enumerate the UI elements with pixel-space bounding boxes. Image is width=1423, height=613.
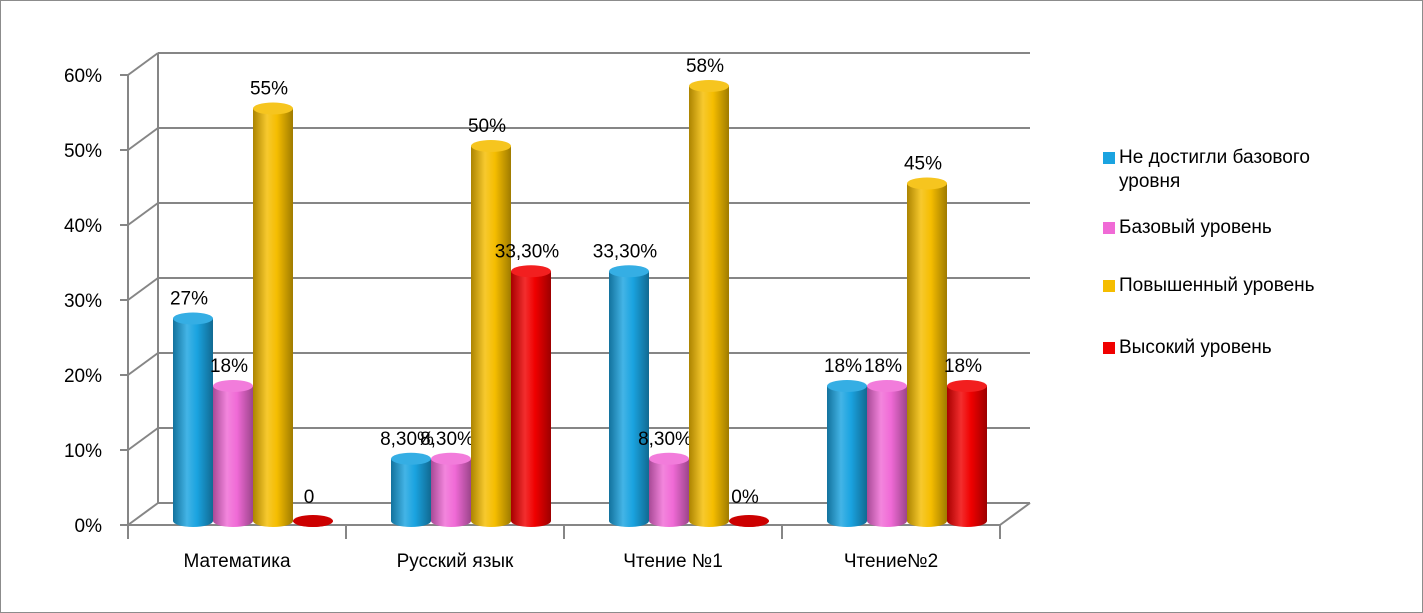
bar-body — [471, 146, 511, 527]
bar — [213, 380, 253, 527]
bar-top — [471, 140, 511, 152]
gridline-diagonal — [127, 202, 159, 226]
data-label: 0 — [304, 487, 315, 508]
bar-top — [729, 515, 769, 527]
bar-body — [431, 458, 471, 527]
data-label: 58% — [686, 56, 724, 77]
bar-top — [253, 102, 293, 115]
legend-item: Повышенный уровень — [1103, 274, 1403, 298]
legend-item: Базовый уровень — [1103, 216, 1403, 240]
bar — [907, 177, 947, 527]
x-category-label: Чтение№2 — [844, 551, 938, 572]
data-label: 45% — [904, 154, 942, 175]
bar-top — [947, 380, 987, 392]
bar-body — [609, 271, 649, 527]
y-tick-label: 30% — [64, 291, 102, 312]
y-tick-label: 0% — [75, 516, 103, 537]
x-category-label: Русский язык — [397, 551, 514, 572]
bar — [689, 80, 729, 527]
bar — [253, 102, 293, 527]
bar-top — [827, 380, 867, 392]
data-label: 18% — [944, 356, 982, 377]
data-label: 8,30% — [420, 429, 474, 450]
legend-label: Высокий уровень — [1119, 337, 1272, 358]
y-tick-label: 40% — [64, 216, 102, 237]
data-label: 18% — [864, 356, 902, 377]
legend-label: Не достигли базового уровня — [1119, 147, 1310, 192]
x-category-label: Чтение №1 — [623, 551, 723, 572]
y-tick-label: 10% — [64, 441, 102, 462]
data-label: 18% — [210, 356, 248, 377]
bar-body — [907, 183, 947, 527]
bar — [431, 452, 471, 527]
bar-top — [609, 265, 649, 278]
bar-top — [867, 380, 907, 392]
data-label: 0% — [731, 487, 759, 508]
y-tick-label: 50% — [64, 141, 102, 162]
gridline-diagonal — [127, 52, 159, 76]
legend-swatch — [1103, 280, 1115, 292]
x-category-label: Математика — [183, 551, 291, 572]
legend-label: Базовый уровень — [1119, 217, 1272, 238]
bar — [293, 515, 333, 527]
bar-top — [391, 452, 431, 465]
data-label: 27% — [170, 289, 208, 310]
data-label: 8,30% — [638, 429, 692, 450]
bar-top — [213, 380, 253, 392]
legend-swatch — [1103, 342, 1115, 354]
bar — [471, 140, 511, 527]
gridline-diagonal — [127, 427, 159, 451]
bar-body — [947, 386, 987, 527]
bar — [511, 265, 551, 527]
bar — [649, 452, 689, 527]
data-label: 55% — [250, 79, 288, 100]
legend-label: Повышенный уровень — [1119, 275, 1315, 296]
bar — [867, 380, 907, 527]
bar-body — [827, 386, 867, 527]
floor-edge — [999, 502, 1031, 526]
bar-top — [907, 177, 947, 190]
data-label: 33,30% — [593, 241, 658, 262]
bar-top — [293, 515, 333, 527]
gridline-diagonal — [127, 502, 159, 526]
bar-body — [649, 458, 689, 527]
data-label: 33,30% — [495, 241, 560, 262]
bar-body — [213, 386, 253, 527]
bar — [609, 265, 649, 527]
bar-top — [649, 452, 689, 465]
bar — [827, 380, 867, 527]
legend-swatch — [1103, 222, 1115, 234]
data-label: 50% — [468, 116, 506, 137]
bar-body — [173, 318, 213, 527]
legend-swatch — [1103, 152, 1115, 164]
gridline-diagonal — [127, 277, 159, 301]
y-tick-label: 60% — [64, 66, 102, 87]
bar-body — [689, 86, 729, 527]
bar — [947, 380, 987, 527]
bar-body — [511, 271, 551, 527]
bar-body — [253, 108, 293, 527]
data-label: 18% — [824, 356, 862, 377]
bar — [173, 312, 213, 527]
legend-item: Не достигли базового уровня — [1103, 146, 1363, 194]
y-tick-label: 20% — [64, 366, 102, 387]
bar — [391, 452, 431, 527]
bar — [729, 515, 769, 527]
bar-body — [391, 458, 431, 527]
gridline-diagonal — [127, 352, 159, 376]
bar-body — [867, 386, 907, 527]
bar-top — [173, 312, 213, 325]
bar-top — [511, 265, 551, 278]
bar-top — [689, 80, 729, 92]
bar-top — [431, 452, 471, 465]
gridline-diagonal — [127, 127, 159, 151]
legend-item: Высокий уровень — [1103, 336, 1403, 360]
data-label: 8,30% — [380, 429, 434, 450]
